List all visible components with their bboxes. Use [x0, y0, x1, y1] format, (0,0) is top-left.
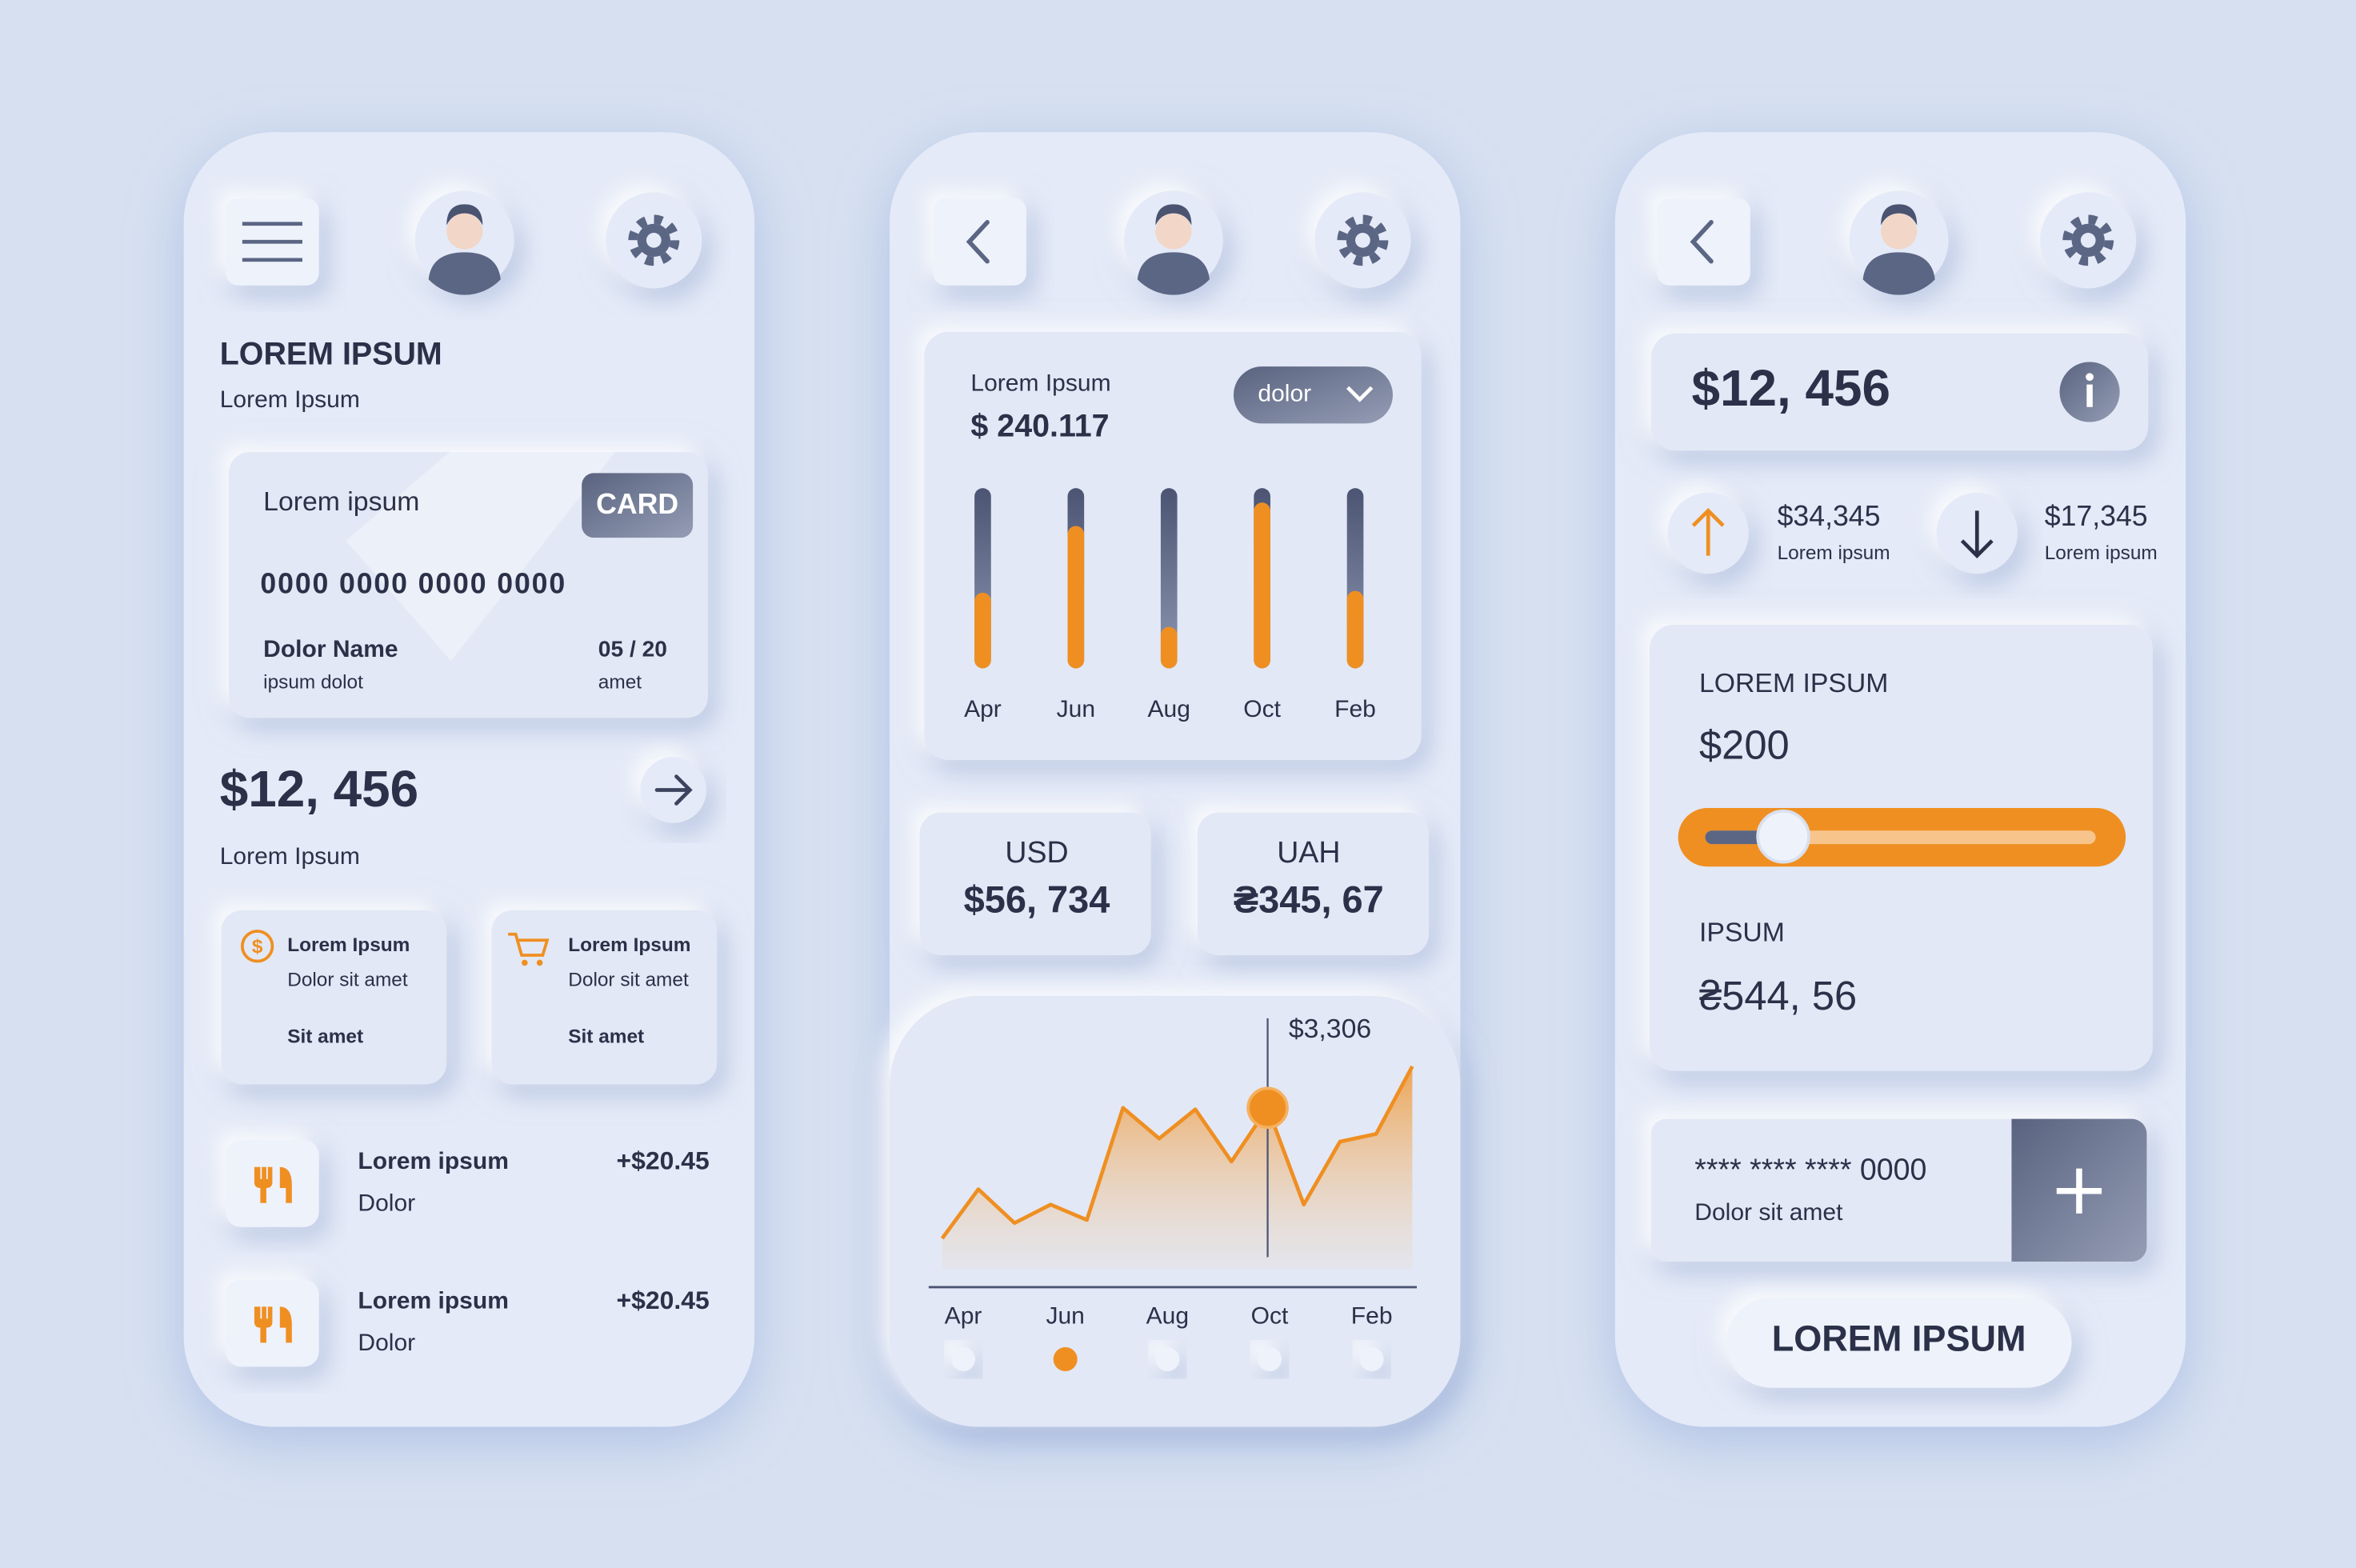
dropdown-text: dolor [1258, 381, 1311, 407]
transaction-amount: +$20.45 [617, 1286, 710, 1314]
bar-track [1160, 488, 1178, 669]
bar-label: Feb [1334, 696, 1376, 722]
slider-knob[interactable] [1756, 809, 1810, 864]
stat-value: $34,345 [1778, 500, 1881, 532]
transaction-sub: Dolor [358, 1190, 415, 1217]
bar [1067, 526, 1085, 669]
x-label: Aug [1146, 1302, 1189, 1329]
page-dot[interactable] [1258, 1347, 1282, 1372]
bar-label: Aug [1148, 696, 1190, 722]
card-name-sub: ipsum dolot [263, 672, 363, 694]
card-badge-text: CARD [596, 488, 678, 520]
card-row-sub: Dolor sit amet [1694, 1199, 1843, 1226]
masked-number: **** **** **** 0000 [1694, 1152, 1926, 1186]
screen-3: $12, 456 $34,345 Lorem ipsum $17,345 Lor… [1614, 132, 2186, 1427]
back-button[interactable] [933, 198, 1026, 286]
tile[interactable]: $ Lorem Ipsum Dolor sit amet Sit amet [221, 910, 447, 1085]
slider-value: $200 [1699, 722, 1790, 767]
bar-label: Oct [1243, 696, 1281, 722]
transaction-sub: Dolor [358, 1330, 415, 1356]
arrow-button[interactable] [640, 757, 706, 823]
x-label: Oct [1251, 1302, 1289, 1329]
page-dot[interactable] [1053, 1347, 1078, 1372]
title: LOREM IPSUM [220, 336, 442, 371]
card-badge [582, 473, 694, 538]
menu-button[interactable] [226, 198, 319, 286]
settings-button[interactable] [606, 192, 702, 288]
page-dot[interactable] [951, 1347, 976, 1372]
x-label: Apr [945, 1302, 982, 1329]
primary-button-text: LOREM IPSUM [1772, 1318, 2026, 1358]
bar [1346, 590, 1364, 669]
slider-label: IPSUM [1699, 918, 1785, 948]
avatar[interactable] [1124, 190, 1223, 294]
chart-label: Lorem Ipsum [970, 370, 1110, 397]
area [942, 1066, 1413, 1270]
x-label: Jun [1046, 1302, 1084, 1329]
tile[interactable]: Lorem Ipsum Dolor sit amet Sit amet [491, 910, 718, 1085]
line [940, 1065, 1414, 1240]
stat-value: $17,345 [2045, 500, 2148, 532]
bank-card: Lorem ipsum CARD 0000 0000 0000 0000 Dol… [228, 450, 708, 718]
currency-code: UAH [1277, 835, 1340, 869]
transaction-title: Lorem ipsum [358, 1148, 508, 1174]
currency-code: USD [1005, 835, 1068, 869]
screen-1: LOREM IPSUM Lorem Ipsum Lorem ipsum CARD… [183, 132, 755, 1427]
slider-value-2: ₴544, 56 [1699, 973, 1857, 1018]
bar [974, 592, 991, 669]
bar [1254, 502, 1270, 669]
info-button[interactable] [2059, 362, 2120, 422]
tile-title: Lorem Ipsum [568, 934, 690, 956]
transaction-title: Lorem ipsum [358, 1288, 508, 1314]
chart-value: $ 240.117 [970, 408, 1109, 443]
page-dot[interactable] [1359, 1347, 1384, 1372]
up-icon [1667, 492, 1749, 574]
primary-button[interactable] [1726, 1298, 2072, 1388]
add-button[interactable] [2011, 1118, 2147, 1262]
tile-footer: Sit amet [287, 1026, 363, 1048]
card-label: Lorem ipsum [263, 486, 419, 517]
balance-label: Lorem Ipsum [220, 843, 360, 870]
bar-label: Apr [964, 696, 1002, 722]
slider-title: LOREM IPSUM [1699, 668, 1889, 698]
avatar[interactable] [415, 190, 514, 294]
transaction[interactable]: Lorem ipsum Dolor +$20.45 [226, 1280, 710, 1367]
balance: $12, 456 [220, 760, 418, 818]
page-dot[interactable] [1155, 1347, 1180, 1372]
tile-text: Dolor sit amet [287, 969, 408, 990]
x-label: Feb [1351, 1302, 1393, 1329]
card-expiry-sub: amet [598, 672, 642, 694]
stat-label: Lorem ipsum [1778, 542, 1890, 564]
currency-card[interactable] [919, 812, 1151, 956]
card-name: Dolor Name [263, 636, 398, 662]
currency-card[interactable] [1197, 812, 1430, 956]
balance-card [1650, 333, 2149, 451]
annotation: $3,306 [1289, 1014, 1371, 1044]
down-icon [1936, 492, 2018, 574]
settings-button[interactable] [2040, 192, 2136, 288]
tile-text: Dolor sit amet [568, 969, 689, 990]
tile-title: Lorem Ipsum [287, 934, 410, 956]
tile-footer: Sit amet [568, 1026, 644, 1048]
bar-label: Jun [1057, 696, 1095, 722]
stat-label: Lorem ipsum [2045, 542, 2158, 564]
settings-button[interactable] [1314, 192, 1410, 288]
back-button[interactable] [1657, 198, 1750, 286]
bar [1160, 626, 1178, 669]
marker [1246, 1086, 1289, 1130]
currency-amount: ₴345, 67 [1234, 879, 1384, 921]
card-number: 0000 0000 0000 0000 [260, 568, 566, 600]
avatar[interactable] [1850, 190, 1949, 294]
dropdown[interactable] [1233, 366, 1393, 424]
subtitle: Lorem Ipsum [220, 386, 360, 413]
balance: $12, 456 [1692, 359, 1890, 417]
card-expiry: 05 / 20 [598, 636, 667, 661]
dollar-icon: $ [252, 936, 263, 958]
transaction-amount: +$20.45 [617, 1146, 710, 1175]
transaction[interactable]: Lorem ipsum Dolor +$20.45 [226, 1140, 710, 1227]
currency-amount: $56, 734 [964, 879, 1110, 921]
